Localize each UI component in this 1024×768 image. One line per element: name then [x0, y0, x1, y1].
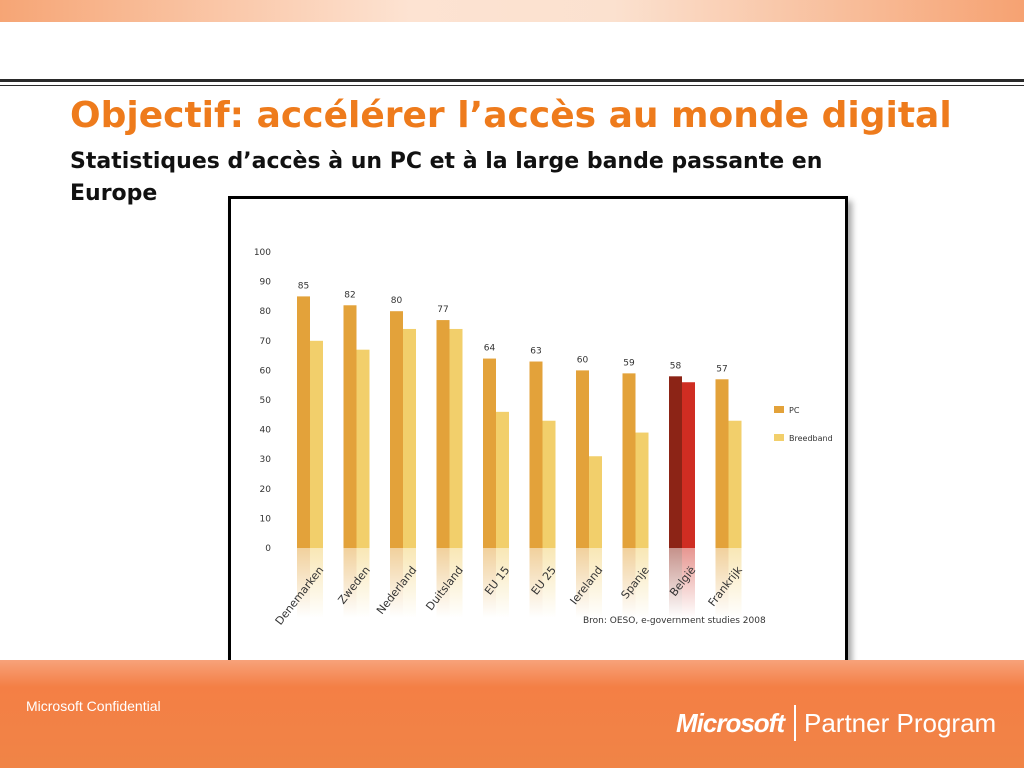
microsoft-partner-program-logo: Microsoft Partner Program: [676, 705, 996, 745]
chart-frame: 0 10 20 30 40 50 60 70 80 90 100 85 Denemarken 82 Zwed…: [228, 196, 848, 686]
bar-breedband: [356, 349, 370, 548]
bar-breedband: [682, 382, 695, 548]
header-rule-thin: [0, 85, 1024, 86]
y-tick-label: 90: [260, 278, 272, 288]
bar-breedband: [449, 328, 463, 548]
bar-pc: [390, 311, 403, 548]
footer-band: [0, 660, 1024, 768]
legend-label-breedband: Breedband: [789, 434, 833, 443]
y-tick-label: 100: [254, 248, 271, 258]
y-tick-label: 30: [260, 455, 272, 465]
logo-separator: [794, 705, 796, 741]
legend-swatch-breedband: [774, 434, 784, 441]
bar-pc-fade: [622, 548, 636, 618]
bar-pc: [622, 373, 636, 548]
bar-breedband: [496, 411, 509, 548]
bar-breedband: [403, 328, 416, 548]
bar-breedband: [542, 420, 556, 548]
bar-breedband-fade: [356, 548, 370, 618]
bar-pc: [715, 379, 729, 548]
bar-breedband-fade: [728, 548, 742, 618]
bar-value-label: 80: [391, 296, 403, 306]
bar-breedband-fade: [449, 548, 463, 618]
bar-value-label: 77: [437, 305, 448, 315]
microsoft-wordmark: Microsoft: [676, 707, 785, 738]
bar-pc-fade: [483, 548, 496, 618]
bar-pc-fade: [343, 548, 357, 618]
footer-confidential-label: Microsoft Confidential: [26, 698, 161, 714]
partner-program-label: Partner Program: [804, 707, 997, 738]
bar-value-label: 59: [623, 358, 635, 368]
bar-pc-fade: [715, 548, 729, 618]
bar-breedband-fade: [403, 548, 416, 618]
bar-pc: [483, 358, 496, 548]
bar-value-label: 63: [530, 347, 541, 357]
bar-value-label: 64: [484, 344, 496, 354]
bar-value-label: 60: [577, 355, 589, 365]
y-tick-label: 80: [260, 307, 272, 317]
bar-breedband-fade: [542, 548, 556, 618]
bar-pc: [343, 305, 357, 548]
y-tick-label: 70: [260, 337, 272, 347]
bar-pc-fade: [669, 548, 682, 618]
source-note: Bron: OESO, e-government studies 2008: [583, 616, 766, 626]
bar-breedband-fade: [310, 548, 323, 618]
top-decorative-band: [0, 0, 1024, 22]
bar-breedband: [589, 456, 602, 548]
y-tick-label: 10: [260, 514, 272, 524]
bar-breedband: [635, 432, 649, 548]
header-rule-thick: [0, 79, 1024, 82]
slide-title: Objectif: accélérer l’accès au monde dig…: [70, 95, 952, 136]
bar-value-label: 85: [298, 281, 309, 291]
bar-value-label: 82: [344, 290, 355, 300]
bar-pc-fade: [529, 548, 543, 618]
y-tick-label: 60: [260, 366, 272, 376]
bar-breedband-fade: [682, 548, 695, 618]
bar-chart: 010203040506070809010085Denemarken82Zwed…: [254, 248, 833, 628]
y-tick-label: 20: [260, 485, 272, 495]
bar-pc-fade: [576, 548, 589, 618]
bar-value-label: 58: [670, 361, 682, 371]
bar-pc: [529, 361, 543, 548]
bar-pc-fade: [297, 548, 310, 618]
bar-pc-fade: [390, 548, 403, 618]
bar-breedband: [728, 420, 742, 548]
bar-breedband: [310, 340, 323, 548]
y-tick-label: 0: [265, 544, 271, 554]
bar-breedband-fade: [589, 548, 602, 618]
bar-pc: [669, 376, 682, 548]
bar-breedband-fade: [496, 548, 509, 618]
y-tick-label: 40: [260, 426, 272, 436]
bar-breedband-fade: [635, 548, 649, 618]
legend-swatch-pc: [774, 406, 784, 413]
legend-label-pc: PC: [789, 406, 800, 415]
bar-pc: [297, 296, 310, 548]
bar-pc: [436, 320, 450, 548]
bar-pc: [576, 370, 589, 548]
slide-subtitle: Statistiques d’accès à un PC et à la lar…: [70, 149, 823, 206]
bar-pc-fade: [436, 548, 450, 618]
bar-value-label: 57: [716, 364, 727, 374]
y-tick-label: 50: [260, 396, 272, 406]
